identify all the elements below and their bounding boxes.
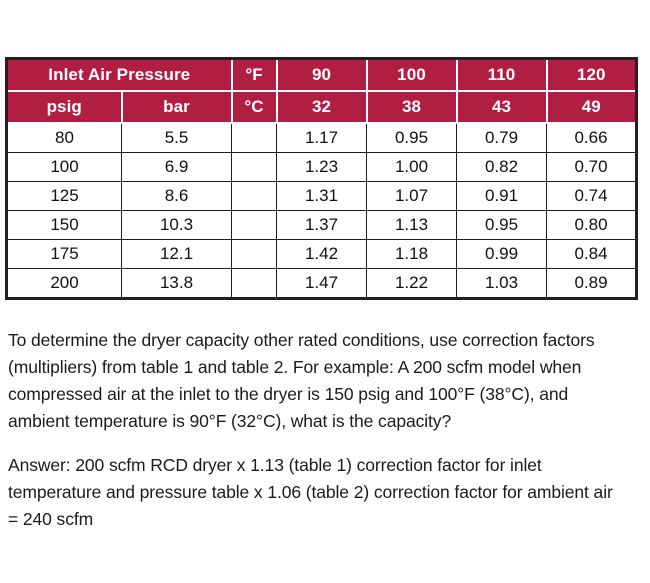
header-temp-f-120: 120 bbox=[545, 57, 638, 92]
psig-value: 125 bbox=[6, 181, 122, 211]
table-row: 175 12.1 1.42 1.18 0.99 0.84 bbox=[6, 239, 638, 269]
header-bar: bar bbox=[120, 90, 233, 124]
table-row: 100 6.9 1.23 1.00 0.82 0.70 bbox=[6, 152, 638, 182]
psig-value: 200 bbox=[6, 268, 122, 299]
empty-unit-cell bbox=[231, 268, 278, 299]
paragraph-line: compressed air at the inlet to the dryer… bbox=[8, 384, 569, 404]
factor-value: 0.80 bbox=[546, 210, 638, 240]
table-row: 125 8.6 1.31 1.07 0.91 0.74 bbox=[6, 181, 638, 211]
header-row-1: Inlet Air Pressure °F 90 100 110 120 bbox=[5, 57, 638, 92]
bar-value: 6.9 bbox=[120, 152, 233, 182]
factor-value: 0.74 bbox=[546, 181, 638, 211]
header-temp-c-32: 32 bbox=[275, 90, 368, 124]
table-body: 80 5.5 1.17 0.95 0.79 0.66 100 6.9 1.23 … bbox=[6, 122, 638, 299]
psig-value: 100 bbox=[6, 152, 122, 182]
psig-value: 80 bbox=[6, 122, 122, 153]
factor-value: 1.03 bbox=[456, 268, 548, 299]
psig-value: 150 bbox=[6, 210, 122, 240]
empty-unit-cell bbox=[231, 239, 278, 269]
factor-value: 0.95 bbox=[456, 210, 548, 240]
header-temp-f-110: 110 bbox=[455, 57, 548, 92]
table-row: 200 13.8 1.47 1.22 1.03 0.89 bbox=[6, 268, 638, 299]
paragraph-line: To determine the dryer capacity other ra… bbox=[8, 330, 595, 350]
factor-value: 0.95 bbox=[366, 122, 458, 153]
empty-unit-cell bbox=[231, 210, 278, 240]
factor-value: 1.00 bbox=[366, 152, 458, 182]
factor-value: 0.70 bbox=[546, 152, 638, 182]
factor-value: 0.99 bbox=[456, 239, 548, 269]
header-celsius-unit: °C bbox=[230, 90, 278, 124]
header-inlet-air-pressure: Inlet Air Pressure bbox=[5, 57, 233, 92]
paragraph-line: (multipliers) from table 1 and table 2. … bbox=[8, 357, 582, 377]
paragraph-line: Answer: 200 scfm RCD dryer x 1.13 (table… bbox=[8, 455, 542, 475]
factor-value: 1.23 bbox=[276, 152, 368, 182]
psig-value: 175 bbox=[6, 239, 122, 269]
factor-value: 1.22 bbox=[366, 268, 458, 299]
empty-unit-cell bbox=[231, 181, 278, 211]
factor-value: 1.42 bbox=[276, 239, 368, 269]
explanation-paragraph: To determine the dryer capacity other ra… bbox=[8, 327, 648, 435]
bar-value: 12.1 bbox=[120, 239, 233, 269]
header-row-2: psig bar °C 32 38 43 49 bbox=[5, 90, 638, 124]
empty-unit-cell bbox=[231, 122, 278, 153]
factor-value: 1.17 bbox=[276, 122, 368, 153]
factor-value: 0.79 bbox=[456, 122, 548, 153]
factor-value: 1.07 bbox=[366, 181, 458, 211]
paragraph-line: = 240 scfm bbox=[8, 509, 94, 529]
bar-value: 13.8 bbox=[120, 268, 233, 299]
factor-value: 0.82 bbox=[456, 152, 548, 182]
factor-value: 1.47 bbox=[276, 268, 368, 299]
empty-unit-cell bbox=[231, 152, 278, 182]
factor-value: 1.13 bbox=[366, 210, 458, 240]
inlet-air-pressure-correction-table: Inlet Air Pressure °F 90 100 110 120 psi… bbox=[5, 57, 639, 300]
paragraph-line: ambient temperature is 90°F (32°C), what… bbox=[8, 411, 452, 431]
header-temp-c-49: 49 bbox=[545, 90, 638, 124]
header-temp-c-38: 38 bbox=[365, 90, 458, 124]
answer-paragraph: Answer: 200 scfm RCD dryer x 1.13 (table… bbox=[8, 452, 648, 533]
paragraph-line: temperature and pressure table x 1.06 (t… bbox=[8, 482, 613, 502]
bar-value: 10.3 bbox=[120, 210, 233, 240]
header-temp-f-90: 90 bbox=[275, 57, 368, 92]
factor-value: 0.66 bbox=[546, 122, 638, 153]
factor-value: 1.37 bbox=[276, 210, 368, 240]
header-temp-f-100: 100 bbox=[365, 57, 458, 92]
header-temp-c-43: 43 bbox=[455, 90, 548, 124]
factor-value: 0.84 bbox=[546, 239, 638, 269]
header-fahrenheit-unit: °F bbox=[230, 57, 278, 92]
factor-value: 0.89 bbox=[546, 268, 638, 299]
factor-value: 0.91 bbox=[456, 181, 548, 211]
table-row: 80 5.5 1.17 0.95 0.79 0.66 bbox=[6, 122, 638, 153]
table-header: Inlet Air Pressure °F 90 100 110 120 psi… bbox=[5, 57, 638, 124]
header-psig: psig bbox=[5, 90, 123, 124]
factor-value: 1.31 bbox=[276, 181, 368, 211]
bar-value: 8.6 bbox=[120, 181, 233, 211]
factor-value: 1.18 bbox=[366, 239, 458, 269]
table-row: 150 10.3 1.37 1.13 0.95 0.80 bbox=[6, 210, 638, 240]
bar-value: 5.5 bbox=[120, 122, 233, 153]
